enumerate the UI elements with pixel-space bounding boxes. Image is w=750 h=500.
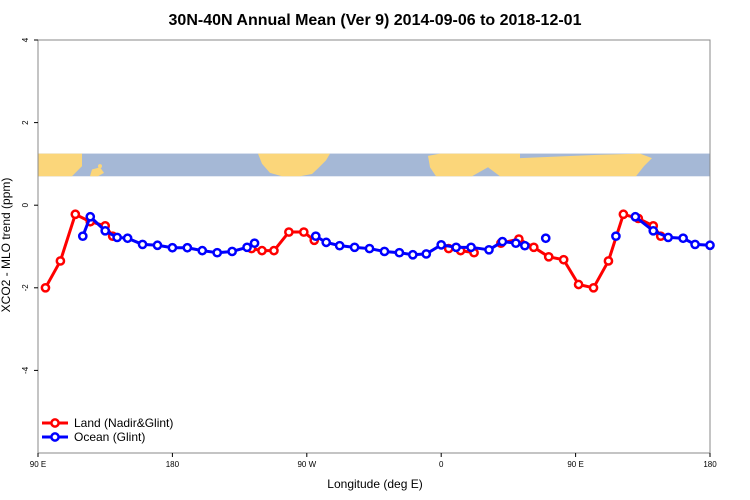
data-point [349, 242, 360, 253]
data-point [40, 282, 51, 293]
x-tick-label: 180 [166, 460, 180, 469]
data-point [394, 247, 405, 258]
map-strip-land [38, 153, 652, 177]
data-point [257, 245, 267, 256]
data-point [100, 225, 111, 236]
data-point [310, 231, 321, 242]
map-island [630, 169, 634, 174]
y-tick-label: 2 [21, 120, 30, 125]
data-point [55, 256, 66, 266]
data-point [152, 240, 163, 251]
x-tick-label: 90 E [567, 460, 583, 469]
x-tick-label: 90 E [30, 460, 46, 469]
x-tick-label: 0 [439, 460, 444, 469]
legend-swatch-marker [50, 432, 60, 442]
map-island [502, 158, 506, 163]
data-point [249, 238, 260, 249]
y-tick-label: -2 [21, 284, 30, 292]
data-point [528, 242, 539, 253]
y-tick-label: 0 [21, 202, 30, 207]
series-ocean [77, 211, 715, 260]
x-axis-label: Longitude (deg E) [327, 477, 422, 491]
data-point [543, 251, 554, 262]
data-point [242, 242, 252, 253]
map-island [98, 164, 102, 169]
map-island [512, 157, 516, 162]
data-point [484, 244, 494, 255]
data-point [558, 254, 569, 265]
data-point [269, 245, 279, 256]
map-land-region [90, 167, 104, 177]
data-point [630, 211, 641, 222]
data-point [540, 233, 551, 244]
data-point [379, 246, 390, 257]
y-axis: -4 -2 0 2 4 [21, 37, 38, 374]
series-layer [40, 209, 715, 293]
data-point [122, 233, 133, 244]
data-point [182, 242, 193, 253]
chart-title: 30N-40N Annual Mean (Ver 9) 2014-09-06 t… [169, 12, 582, 29]
data-point [519, 240, 530, 251]
data-point [618, 209, 629, 220]
data-point [70, 209, 81, 220]
data-point [284, 227, 294, 237]
x-tick-label: 180 [703, 460, 717, 469]
y-axis-label: XCO2 - MLO trend (ppm) [0, 178, 13, 313]
data-point [197, 245, 208, 256]
data-point [573, 279, 584, 290]
data-point [321, 237, 332, 248]
data-point [611, 231, 621, 242]
series-line [500, 212, 662, 290]
map-land-region [38, 153, 82, 177]
data-point [705, 240, 715, 251]
data-point [77, 231, 88, 242]
data-point [603, 256, 614, 266]
legend-swatch-marker [50, 418, 60, 428]
data-point [334, 240, 345, 251]
data-point [212, 247, 223, 258]
x-tick-label: 90 W [297, 460, 316, 469]
data-point [690, 239, 700, 250]
legend: Land (Nadir&Glint)Ocean (Glint) [42, 416, 173, 444]
data-point [663, 232, 674, 243]
data-point [167, 242, 178, 253]
data-point [112, 232, 122, 243]
data-point [227, 246, 237, 257]
data-point [407, 249, 418, 260]
data-point [451, 242, 461, 253]
map-land-region [258, 153, 330, 177]
x-axis: 90 E 180 90 W 0 90 E 180 [30, 453, 717, 469]
map-island [618, 165, 622, 170]
data-point [85, 211, 96, 222]
legend-label: Land (Nadir&Glint) [74, 416, 173, 430]
data-point [298, 227, 309, 237]
data-point [364, 243, 375, 254]
data-point [678, 233, 688, 244]
data-point [466, 242, 476, 253]
map-strip [38, 153, 710, 177]
data-point [588, 282, 599, 293]
data-point [436, 239, 447, 250]
legend-item: Ocean (Glint) [42, 430, 145, 444]
data-point [648, 225, 659, 236]
data-point [137, 239, 148, 250]
y-tick-label: -4 [21, 366, 30, 374]
data-point [511, 238, 521, 249]
map-island [624, 167, 628, 172]
map-land-region [440, 161, 470, 172]
legend-label: Ocean (Glint) [74, 430, 145, 444]
series-line [314, 234, 526, 257]
data-point [497, 236, 508, 247]
y-tick-label: 4 [21, 37, 30, 42]
legend-item: Land (Nadir&Glint) [42, 416, 173, 430]
map-land-region [428, 153, 652, 177]
data-point [421, 249, 432, 259]
